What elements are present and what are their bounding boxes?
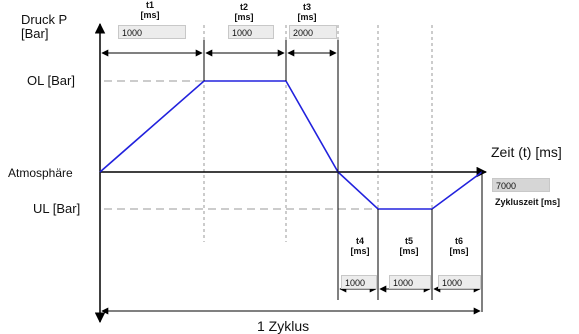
t3-value-field[interactable]: 2000 bbox=[289, 25, 337, 39]
ol-level-label: OL [Bar] bbox=[27, 73, 75, 88]
t1-label: t1 [ms] bbox=[130, 0, 170, 20]
t2-unit: [ms] bbox=[234, 12, 254, 22]
t4-name: t4 bbox=[355, 236, 364, 246]
t6-label: t6 [ms] bbox=[439, 236, 479, 256]
pressure-curve bbox=[99, 80, 483, 210]
ul-level-label: UL [Bar] bbox=[33, 201, 81, 216]
t4-unit: [ms] bbox=[350, 246, 370, 256]
cycle-time-label: Zykluszeit [ms] bbox=[495, 197, 561, 207]
t5-name: t5 bbox=[404, 236, 413, 246]
t3-label: t3 [ms] bbox=[287, 2, 327, 22]
t1-unit: [ms] bbox=[140, 10, 160, 20]
y-axis-label: Druck P [Bar] bbox=[21, 13, 67, 41]
y-axis-label-line1: Druck P bbox=[21, 12, 68, 27]
phase-guides bbox=[203, 25, 483, 268]
t1-name: t1 bbox=[145, 0, 154, 10]
cycle-time-field[interactable]: 7000 bbox=[492, 178, 550, 192]
t3-name: t3 bbox=[302, 2, 311, 12]
atmosphere-level-label: Atmosphäre bbox=[8, 166, 73, 180]
t2-name: t2 bbox=[239, 2, 248, 12]
t1-value-field[interactable]: 1000 bbox=[118, 25, 186, 39]
y-axis-label-line2: [Bar] bbox=[21, 26, 49, 41]
t3-unit: [ms] bbox=[297, 12, 317, 22]
t4-label: t4 [ms] bbox=[343, 236, 377, 256]
x-axis-label: Zeit (t) [ms] bbox=[491, 144, 562, 160]
phase-separators bbox=[203, 40, 483, 312]
t4-value-field[interactable]: 1000 bbox=[341, 275, 377, 289]
t6-name: t6 bbox=[454, 236, 463, 246]
cycle-label: 1 Zyklus bbox=[257, 318, 310, 334]
t5-value-field[interactable]: 1000 bbox=[389, 275, 431, 289]
t6-value-field[interactable]: 1000 bbox=[438, 275, 481, 289]
t6-unit: [ms] bbox=[449, 246, 469, 256]
t5-unit: [ms] bbox=[399, 246, 419, 256]
t5-label: t5 [ms] bbox=[389, 236, 429, 256]
t2-label: t2 [ms] bbox=[224, 2, 264, 22]
t2-value-field[interactable]: 1000 bbox=[228, 25, 274, 39]
